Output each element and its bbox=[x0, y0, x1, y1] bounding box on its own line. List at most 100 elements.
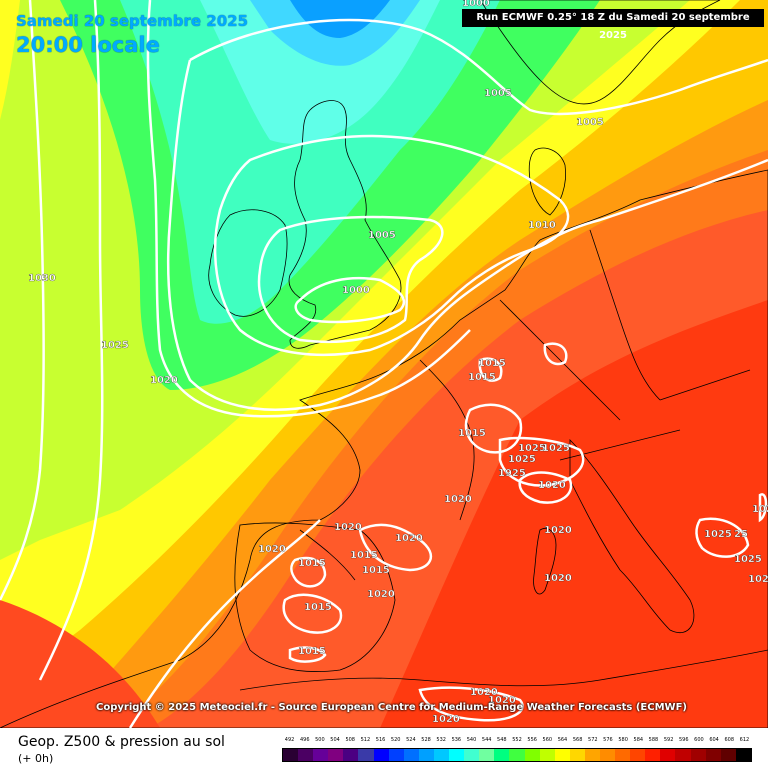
legend-tick-580: 580 bbox=[618, 737, 628, 743]
isobar-label-1025-a: 1025 bbox=[518, 443, 546, 454]
isobar-label-1020-g: 1020 bbox=[395, 533, 423, 544]
legend-tick-524: 524 bbox=[406, 737, 416, 743]
legend-tick-600: 600 bbox=[694, 737, 704, 743]
legend-tick-596: 596 bbox=[678, 737, 689, 743]
isobar-label-1015-d: 1015 bbox=[350, 550, 378, 561]
isobar-label-1020-j: 1020 bbox=[470, 687, 498, 698]
legend-tick-608: 608 bbox=[724, 737, 735, 743]
legend-swatch-11 bbox=[449, 749, 465, 761]
legend-tick-544: 544 bbox=[481, 737, 492, 743]
isobar-1015-germany bbox=[543, 342, 568, 366]
legend-tick-536: 536 bbox=[451, 737, 462, 743]
isobar-label-1025-b: 1025 bbox=[542, 443, 570, 454]
isobar-label-1020-l: 1020 bbox=[432, 714, 460, 725]
run-info-banner: Run ECMWF 0.25° 18 Z du Samedi 20 septem… bbox=[462, 9, 764, 41]
legend-tick-572: 572 bbox=[588, 737, 598, 743]
isobar-label-1000-top: 1000 bbox=[462, 0, 490, 9]
isobar-label-1015-c: 1015 bbox=[458, 428, 486, 439]
legend-swatch-29 bbox=[720, 749, 736, 761]
legend-tick-564: 564 bbox=[557, 737, 568, 743]
isobar-label-1015-e: 1015 bbox=[362, 565, 390, 576]
isobar-label-1025-g: 1025 bbox=[752, 504, 768, 515]
isobar-label-1025: 1025 bbox=[101, 340, 129, 351]
legend-tick-labels: 492 496 500 504 508 512 516 520 524 528 532 536 540 5… bbox=[282, 737, 752, 747]
legend-swatch-22 bbox=[615, 749, 631, 761]
legend-swatch-26 bbox=[675, 749, 691, 761]
border-germany-south bbox=[499, 299, 621, 421]
isobar-labels: 1000 1000 1005 1005 1005 1010 1015 1015 … bbox=[28, 0, 768, 725]
legend-tick-576: 576 bbox=[603, 737, 613, 743]
border-alps bbox=[559, 429, 681, 461]
legend-tick-520: 520 bbox=[390, 737, 401, 743]
legend-tick-512: 512 bbox=[360, 737, 371, 743]
isobar-1000 bbox=[294, 276, 406, 324]
legend-tick-532: 532 bbox=[436, 737, 446, 743]
legend-swatch-13 bbox=[479, 749, 495, 761]
border-poland-west bbox=[589, 229, 661, 401]
band-red-sw bbox=[0, 600, 160, 728]
legend-tick-552: 552 bbox=[512, 737, 522, 743]
legend-tick-604: 604 bbox=[709, 737, 719, 743]
legend-swatch-15 bbox=[509, 749, 525, 761]
isobar-label-1015-b: 1015 bbox=[468, 372, 496, 383]
legend-swatch-18 bbox=[554, 749, 570, 761]
legend-swatch-10 bbox=[433, 749, 450, 761]
isobar-1015 bbox=[166, 18, 768, 411]
legend-swatch-6 bbox=[373, 749, 389, 761]
legend-color-bar bbox=[282, 748, 752, 762]
legend-tick-592: 592 bbox=[663, 737, 674, 743]
isobar-1025-balkans bbox=[695, 517, 750, 558]
band-red-se bbox=[380, 300, 768, 728]
legend-tick-588: 588 bbox=[648, 737, 659, 743]
legend-tick-500: 500 bbox=[315, 737, 325, 743]
legend-tick-584: 584 bbox=[633, 737, 644, 743]
isobar-label-1020-a: 1020 bbox=[538, 480, 566, 491]
legend-swatch-5 bbox=[358, 749, 374, 761]
isobar-label-1000: 1000 bbox=[342, 285, 370, 296]
legend-tick-516: 516 bbox=[375, 737, 386, 743]
isobar-1015-iberia-b bbox=[282, 593, 343, 634]
isobar-label-1015-h: 1015 bbox=[298, 646, 326, 657]
legend-swatch-8 bbox=[403, 749, 419, 761]
coastlines bbox=[0, 0, 768, 728]
isobar-label-1005-a: 1005 bbox=[368, 230, 396, 241]
isobar-1010 bbox=[213, 134, 570, 357]
isobar-1015-iberia-c bbox=[288, 646, 327, 663]
legend-tick-492: 492 bbox=[284, 737, 295, 743]
legend-tick-568: 568 bbox=[572, 737, 583, 743]
forecast-offset: (+ 0h) bbox=[18, 752, 54, 765]
italy-coast bbox=[569, 439, 695, 633]
legend-swatch-19 bbox=[569, 749, 585, 761]
legend-tick-496: 496 bbox=[299, 737, 310, 743]
isobar-label-1020-c: 1020 bbox=[544, 525, 572, 536]
isobar-1020-alps bbox=[498, 436, 585, 487]
legend-swatch-14 bbox=[494, 749, 510, 761]
isobar-label-1005-b: 1005 bbox=[484, 88, 512, 99]
isobar-label-1025-e: 1025 bbox=[704, 529, 732, 540]
legend-tick-528: 528 bbox=[421, 737, 431, 743]
legend-swatch-25 bbox=[660, 749, 676, 761]
ireland-coast bbox=[208, 209, 288, 317]
isobar-label-1025-h: 1025 bbox=[734, 554, 762, 565]
legend-tick-560: 560 bbox=[542, 737, 553, 743]
legend-swatch-1 bbox=[298, 749, 314, 761]
isobar-1005 bbox=[257, 215, 444, 344]
isobar-label-1020-i: 1020 bbox=[748, 574, 768, 585]
legend-swatch-17 bbox=[539, 749, 555, 761]
isobar-1025 bbox=[38, 0, 104, 681]
isobar-label-1020-d: 1020 bbox=[544, 573, 572, 584]
isobar-label-1030: 1030 bbox=[28, 273, 56, 284]
isobar-1030 bbox=[0, 0, 45, 601]
denmark-coast bbox=[528, 147, 567, 216]
iberia-coast bbox=[234, 522, 396, 672]
legend-swatch-3 bbox=[328, 749, 344, 761]
legend-swatch-9 bbox=[418, 749, 434, 761]
legend-tick-504: 504 bbox=[330, 737, 340, 743]
isobar-label-1005-c: 1005 bbox=[576, 117, 604, 128]
isobar-label-1020-k: 1020 bbox=[488, 695, 516, 706]
isobar-label-1025-d: 1925 bbox=[498, 468, 526, 479]
isobar-1025-alps bbox=[518, 471, 573, 504]
great-britain-coast bbox=[288, 100, 402, 349]
legend-swatch-21 bbox=[599, 749, 616, 761]
isobar-1025-east bbox=[758, 493, 768, 523]
